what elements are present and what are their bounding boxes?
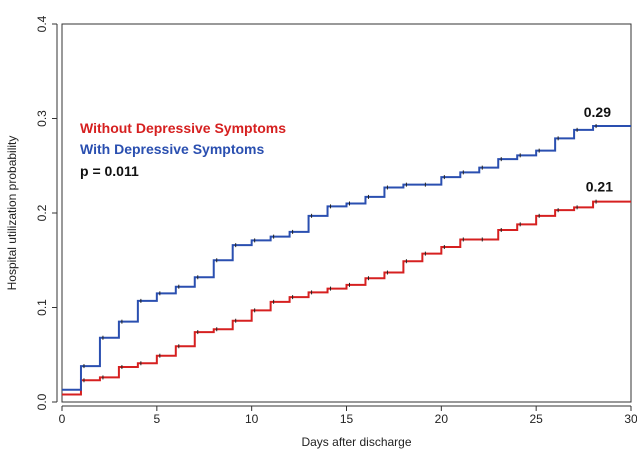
x-tick-label: 10 [245,412,259,426]
x-tick-label: 30 [624,412,637,426]
x-axis-title: Days after discharge [301,435,411,449]
x-tick-label: 15 [340,412,354,426]
end-value-label-with-depressive-symptoms: 0.29 [584,104,611,120]
x-tick-label: 20 [435,412,449,426]
x-tick-label: 25 [529,412,543,426]
x-tick-label: 0 [59,412,66,426]
legend: Without Depressive Symptoms With Depress… [80,120,286,179]
y-tick-label: 0.3 [35,110,49,127]
series-layer: 0.21 0.29 [62,104,631,396]
y-tick-label: 0.2 [35,204,49,221]
x-tick-label: 5 [153,412,160,426]
legend-entry-without-depressive-symptoms: Without Depressive Symptoms [80,120,286,136]
y-tick-label: 0.0 [35,393,49,410]
legend-entry-with-depressive-symptoms: With Depressive Symptoms [80,141,264,157]
y-axis-title: Hospital utilization probability [5,136,19,291]
y-tick-label: 0.4 [35,15,49,32]
p-value-annotation: p = 0.011 [80,163,139,179]
y-tick-label: 0.1 [35,299,49,316]
series-line-with-depressive-symptoms [62,125,631,391]
plot-area-frame [61,23,632,403]
axes: 0 5 10 15 20 25 30 0.0 0.1 0.2 0.3 0.4 [35,15,637,426]
end-value-label-without-depressive-symptoms: 0.21 [586,179,613,195]
series-line-without-depressive-symptoms [62,200,631,396]
